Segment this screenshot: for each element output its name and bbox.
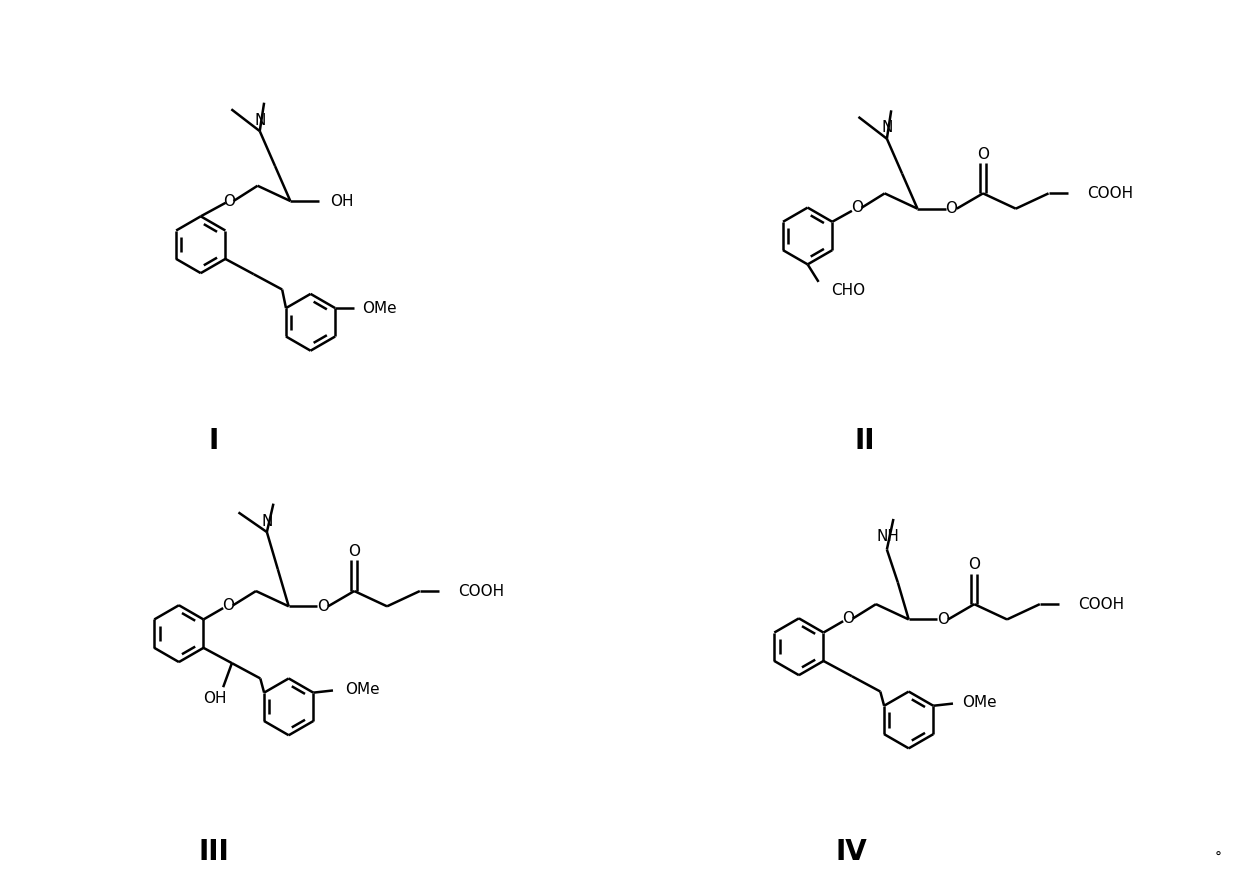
- Text: II: II: [854, 427, 874, 455]
- Text: O: O: [968, 558, 981, 572]
- Text: NH: NH: [877, 530, 899, 545]
- Text: OMe: OMe: [345, 682, 379, 697]
- Text: IV: IV: [836, 838, 867, 866]
- Text: O: O: [946, 201, 957, 216]
- Text: OH: OH: [331, 193, 355, 209]
- Text: N: N: [882, 121, 893, 135]
- Text: III: III: [198, 838, 229, 866]
- Text: N: N: [262, 514, 273, 529]
- Text: COOH: COOH: [459, 584, 505, 599]
- Text: COOH: COOH: [1087, 186, 1133, 201]
- Text: O: O: [316, 599, 329, 614]
- Text: N: N: [254, 113, 265, 128]
- Text: OMe: OMe: [962, 695, 997, 710]
- Text: °: °: [1214, 851, 1221, 865]
- Text: O: O: [223, 193, 236, 209]
- Text: O: O: [842, 611, 854, 626]
- Text: OMe: OMe: [362, 301, 397, 316]
- Text: O: O: [936, 612, 949, 627]
- Text: O: O: [222, 598, 234, 613]
- Text: I: I: [208, 427, 219, 455]
- Text: CHO: CHO: [831, 283, 866, 298]
- Text: O: O: [851, 200, 863, 215]
- Text: O: O: [348, 545, 361, 559]
- Text: O: O: [977, 147, 990, 162]
- Text: COOH: COOH: [1079, 597, 1125, 612]
- Text: OH: OH: [202, 690, 226, 705]
